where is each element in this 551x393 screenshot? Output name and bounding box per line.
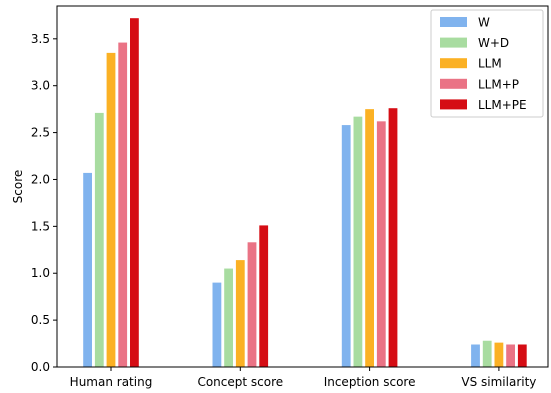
y-tick-label: 2.5 [31, 126, 50, 140]
legend-label: LLM+PE [478, 98, 527, 112]
x-tick-marks [110, 367, 500, 371]
x-tick-label: VS similarity [461, 375, 536, 389]
legend-label: W+D [478, 36, 509, 50]
y-tick-label: 0.0 [31, 360, 50, 374]
bar-llm-human-rating [106, 52, 116, 367]
y-tick-label: 3.5 [31, 32, 50, 46]
bar-w-plus-d-human-rating [94, 112, 104, 367]
y-tick-label: 0.5 [31, 313, 50, 327]
legend-label: W [478, 16, 490, 30]
bar-llm-plus-p-human-rating [118, 42, 128, 367]
y-tick-label: 2.0 [31, 172, 50, 186]
bar-w-vs-similarity [471, 344, 480, 367]
legend-swatch [440, 99, 467, 110]
legend-swatch [440, 17, 467, 27]
bar-llm-vs-similarity [494, 342, 504, 367]
bar-w-inception-score [341, 125, 351, 367]
plot-frame [56, 5, 549, 368]
legend-label: LLM+P [478, 77, 519, 91]
x-tick-label: Concept score [197, 375, 283, 389]
y-tick-marks [53, 38, 57, 368]
y-tick-label: 1.0 [31, 266, 50, 280]
bar-w-human-rating [83, 172, 92, 367]
legend-box [430, 9, 544, 118]
bar-w-plus-d-vs-similarity [482, 340, 492, 367]
bar-llm-plus-p-inception-score [376, 121, 386, 368]
bar-w-concept-score [212, 282, 222, 367]
bar-llm-plus-pe-inception-score [388, 108, 398, 367]
x-tick-label: Inception score [324, 375, 416, 389]
legend: W W+D LLM LLM+P LLM+PE [430, 9, 544, 118]
legend-swatch [440, 58, 467, 69]
bar-llm-plus-pe-human-rating [130, 18, 139, 368]
legend-label: LLM [478, 57, 502, 71]
bars [83, 18, 527, 368]
y-tick-label: 1.5 [31, 219, 50, 233]
y-axis-label: Score [11, 170, 25, 204]
y-tick-labels: 0.0 0.5 1.0 1.5 2.0 2.5 3.0 3.5 [31, 32, 50, 374]
x-tick-label: Human rating [70, 375, 153, 389]
legend-swatch [440, 37, 467, 48]
bar-llm-plus-p-concept-score [247, 242, 257, 367]
bar-w-plus-d-inception-score [353, 116, 363, 367]
legend-swatch [440, 78, 467, 89]
bar-llm-concept-score [235, 260, 245, 367]
bar-llm-plus-pe-vs-similarity [517, 344, 527, 367]
bar-llm-plus-p-vs-similarity [506, 344, 515, 367]
y-tick-label: 3.0 [31, 79, 50, 93]
bar-llm-inception-score [365, 109, 374, 368]
bar-w-plus-d-concept-score [224, 268, 233, 367]
bar-llm-plus-pe-concept-score [259, 225, 269, 367]
x-tick-labels: Human rating Concept score Inception score… [70, 375, 537, 389]
